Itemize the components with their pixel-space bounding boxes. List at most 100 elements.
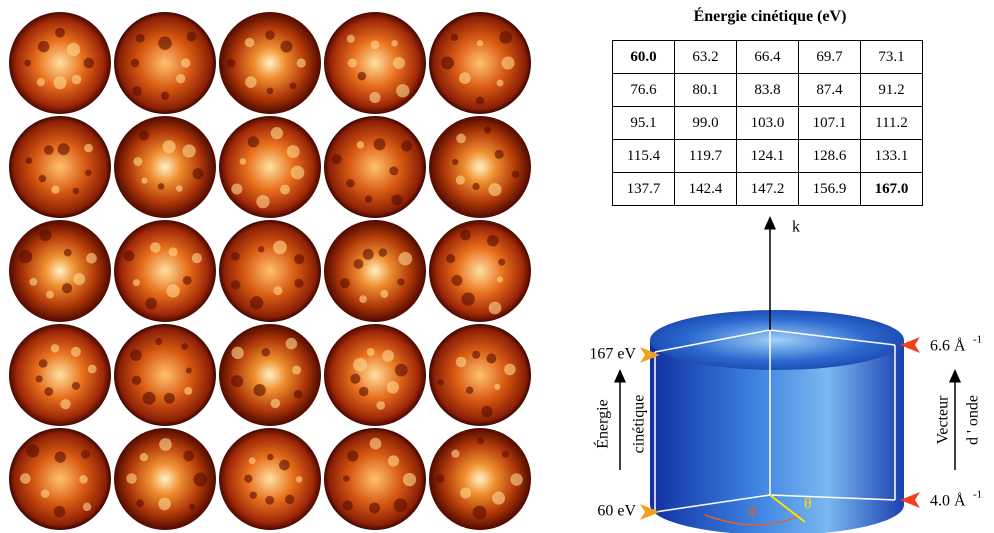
pattern-spot [142,391,156,405]
pattern-spot [494,149,504,159]
pattern-spot [339,278,350,289]
pattern-spot [249,491,257,499]
pattern-spot [347,450,359,462]
pattern-spot [239,158,247,165]
pattern-spot [452,158,459,166]
pattern-spot [386,381,400,394]
cylinder [650,310,904,533]
pattern-spot [501,450,510,458]
table-cell: 60.0 [612,40,675,74]
pattern-spot [387,455,400,467]
pattern-spot [450,33,459,42]
pattern-spot [451,274,463,286]
table-cell: 142.4 [674,172,737,206]
pattern-spot [294,253,305,265]
pattern-spot [373,138,386,151]
pattern-spot [461,292,475,306]
pattern-spot [133,156,143,167]
wave-top-exp: -1 [973,334,982,346]
table-cell: 91.2 [860,73,923,107]
pattern-spot [44,387,54,396]
pattern-spot [280,40,293,53]
pattern-spot [369,437,382,450]
pattern-spot [465,386,474,394]
pattern [219,324,321,426]
pattern-spot [356,141,365,149]
pattern-spot [24,59,31,67]
wave-bottom-exp: -1 [973,489,982,501]
pattern-spot [131,375,142,386]
pattern-spot [175,73,186,84]
pattern-spot [284,494,295,505]
arrow [640,347,660,363]
pattern-spot [182,144,196,158]
pattern-spot [57,143,70,156]
pattern-spot [357,71,367,81]
pattern-spot [347,58,357,68]
pattern-spot [19,473,31,484]
pattern-spot [40,489,50,498]
pattern-spot [245,76,257,88]
pattern-spot [267,453,274,461]
pattern-spot [266,87,274,95]
table-cell: 99.0 [674,106,737,140]
pattern-spot [279,459,290,471]
pattern-spot [253,384,266,397]
pattern-spot [176,185,183,192]
pattern-spot [369,502,381,514]
table-row: 95.1 99.0 103.0 107.1 111.2 [612,106,923,140]
pattern-spot [87,364,97,374]
pattern-spot [166,284,180,298]
arrow [640,504,660,520]
pattern-spot [393,498,408,512]
pattern-spot [475,96,485,105]
table-cell: 73.1 [860,40,923,74]
table-row: 60.0 63.2 66.4 69.7 73.1 [612,40,923,74]
pattern-spot [477,437,484,445]
pattern-spot [231,346,244,360]
pattern-spot [396,84,410,98]
pattern-spot [230,280,241,290]
pattern-spot [37,40,50,53]
phi: ϕ [748,503,756,520]
pattern-spot [359,295,367,303]
pattern-spot [126,473,137,484]
pattern-spot [366,347,375,356]
pattern-spot [132,279,140,287]
pattern-spot [50,344,60,353]
pattern-spot [382,349,395,362]
pattern-spot [226,58,236,68]
table-cell: 115.4 [612,139,675,173]
pattern-spot [492,491,506,505]
pattern-spot [130,349,142,361]
table-cell: 103.0 [736,106,799,140]
pattern-spot [72,187,80,195]
pattern-spot [273,286,283,296]
pattern-spot [487,234,499,247]
pattern [9,220,111,322]
pattern-spot [150,242,161,253]
pattern [219,116,321,218]
pattern-spot [162,140,176,154]
pattern-spot [265,495,275,505]
pattern-spot [71,74,82,85]
pattern-spot [244,474,253,483]
pattern [324,220,426,322]
pattern-spot [168,247,178,257]
pattern-spot [496,79,504,87]
pattern-spot [455,356,467,368]
pattern-spot [158,36,172,50]
pattern-spot [273,240,287,255]
pattern-spot [136,499,144,508]
pattern [219,428,321,530]
theta: θ [804,496,812,513]
pattern-spot [358,386,369,397]
pattern-spot [401,140,413,152]
pattern-spot [455,175,466,185]
pattern-spot [186,31,197,42]
pattern-spot [380,290,389,298]
pattern-spot [193,472,208,487]
pattern-spot [159,438,172,451]
pattern-spot [145,297,158,310]
pattern-spot [456,133,466,144]
